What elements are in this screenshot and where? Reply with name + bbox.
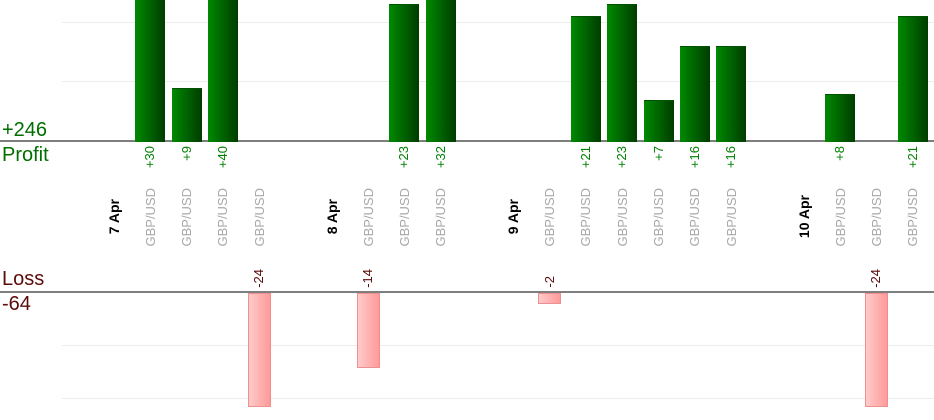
loss-bar[interactable]: [864, 293, 888, 407]
symbol-label: GBP/USD: [395, 186, 413, 248]
symbol-label: GBP/USD: [613, 186, 631, 248]
profit-value-label: +40: [214, 146, 230, 169]
date-label: 9 Apr: [504, 186, 522, 248]
symbol-label: GBP/USD: [722, 186, 740, 248]
profit-value-label: +30: [142, 146, 158, 169]
profit-bar[interactable]: [135, 0, 166, 142]
gridline: [62, 22, 934, 23]
profit-bar[interactable]: [425, 0, 456, 142]
symbol-label-text: GBP/USD: [832, 187, 848, 247]
date-label-text: 8 Apr: [323, 199, 340, 235]
symbol-label: GBP/USD: [904, 186, 922, 248]
loss-value-label: -14: [360, 269, 376, 288]
profit-value-label: +7: [650, 146, 666, 161]
loss-total-label: -64: [2, 293, 31, 315]
symbol-label: GBP/USD: [686, 186, 704, 248]
profit-value-label: +32: [432, 146, 448, 169]
symbol-label-text: GBP/USD: [360, 187, 376, 247]
date-label-text: 7 Apr: [106, 199, 122, 235]
symbol-label-text: GBP/USD: [433, 187, 449, 247]
profit-bar[interactable]: [570, 16, 601, 142]
symbol-label-text: GBP/USD: [614, 187, 630, 247]
symbol-label-text: GBP/USD: [905, 187, 921, 247]
loss-value-label: -2: [541, 276, 557, 288]
symbol-label: GBP/USD: [359, 186, 377, 248]
gridline: [62, 81, 934, 82]
profit-bar[interactable]: [607, 4, 638, 142]
loss-bar[interactable]: [356, 293, 380, 368]
loss-axis-line: [0, 291, 934, 293]
loss-value-label: -24: [251, 269, 267, 288]
symbol-label: GBP/USD: [831, 186, 849, 248]
symbol-label-text: GBP/USD: [578, 187, 594, 247]
profit-bar[interactable]: [389, 4, 420, 142]
date-label: 8 Apr: [323, 186, 341, 248]
loss-axis-label: Loss: [2, 268, 45, 290]
profit-total-label: +246: [2, 119, 48, 141]
loss-bar[interactable]: [247, 293, 271, 407]
profit-bar[interactable]: [643, 100, 674, 142]
date-label-text: 10 Apr: [795, 195, 812, 239]
symbol-label: GBP/USD: [867, 186, 885, 248]
profit-bar[interactable]: [825, 94, 855, 142]
date-label: 7 Apr: [105, 186, 123, 248]
symbol-label: GBP/USD: [214, 186, 232, 248]
symbol-label: GBP/USD: [432, 186, 450, 248]
symbol-label-text: GBP/USD: [396, 187, 412, 247]
profit-value-label: +8: [832, 146, 847, 161]
symbol-label: GBP/USD: [178, 186, 196, 248]
profit-axis-label: Profit: [2, 144, 49, 166]
profit-value-label: +23: [614, 146, 630, 169]
symbol-label-text: GBP/USD: [687, 187, 703, 247]
profit-bar[interactable]: [679, 46, 710, 142]
loss-value-label: -24: [868, 269, 884, 288]
profit-value-label: +21: [577, 146, 593, 169]
profit-value-label: +21: [904, 146, 920, 169]
symbol-label-text: GBP/USD: [142, 187, 158, 247]
symbol-label: GBP/USD: [250, 186, 268, 248]
loss-bar[interactable]: [538, 293, 562, 304]
gridline: [62, 345, 934, 346]
symbol-label: GBP/USD: [577, 186, 595, 248]
profit-bar[interactable]: [207, 0, 238, 142]
symbol-label-text: GBP/USD: [542, 187, 558, 247]
symbol-label-text: GBP/USD: [723, 187, 739, 247]
profit-axis-line: [0, 140, 934, 142]
gridline: [62, 398, 934, 399]
symbol-label-text: GBP/USD: [179, 187, 195, 247]
profit-value-label: +16: [686, 146, 702, 169]
symbol-label-text: GBP/USD: [868, 187, 884, 247]
profit-value-label: +16: [723, 146, 739, 169]
date-label: 10 Apr: [795, 186, 813, 248]
symbol-label-text: GBP/USD: [215, 187, 231, 247]
profit-bar[interactable]: [897, 16, 928, 142]
symbol-label: GBP/USD: [141, 186, 159, 248]
profit-value-label: +23: [396, 146, 412, 169]
symbol-label-text: GBP/USD: [251, 187, 267, 247]
profit-bar[interactable]: [716, 46, 747, 142]
profit-bar[interactable]: [171, 88, 202, 142]
symbol-label: GBP/USD: [541, 186, 559, 248]
symbol-label: GBP/USD: [650, 186, 668, 248]
symbol-label-text: GBP/USD: [651, 187, 666, 247]
date-label-text: 9 Apr: [505, 199, 522, 235]
profit-value-label: +9: [178, 146, 194, 161]
